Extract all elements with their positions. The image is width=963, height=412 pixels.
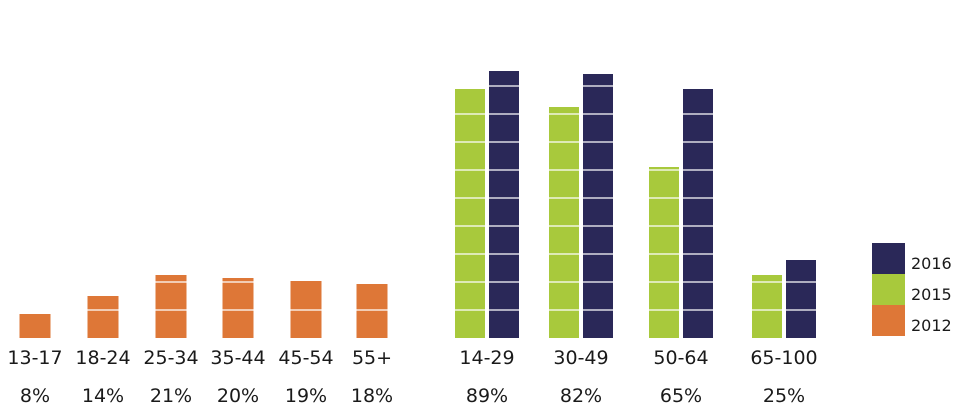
legend-label: 2016 xyxy=(911,254,952,273)
percent-label: 14% xyxy=(82,385,124,407)
legend-item-2012: 2012 xyxy=(872,305,952,336)
bar-2015-65-100 xyxy=(752,275,782,338)
category-label: 14-29 xyxy=(459,347,514,369)
bar-2012-18-24 xyxy=(87,296,119,338)
legend-label: 2012 xyxy=(911,316,952,335)
percent-label: 8% xyxy=(20,385,50,407)
bar-2012-13-17 xyxy=(19,314,51,338)
labels-layer: 13-17 8% 18-24 14% 25-34 21% 35-44 20% 45-54 19% 5… xyxy=(7,347,817,407)
percent-label: 89% xyxy=(466,385,508,407)
legend-swatch-2012 xyxy=(872,305,905,336)
percent-label: 21% xyxy=(150,385,192,407)
category-label: 25-34 xyxy=(143,347,198,369)
bar-2016-65-100 xyxy=(786,260,816,338)
legend-swatch-2016 xyxy=(872,243,905,274)
bar-2015-14-29 xyxy=(455,89,485,338)
bar-2016-50-64 xyxy=(683,89,713,338)
category-label: 55+ xyxy=(352,347,392,369)
bar-2015-50-64 xyxy=(649,167,679,338)
category-label: 45-54 xyxy=(278,347,333,369)
legend-label: 2015 xyxy=(911,285,952,304)
bar-2012-35-44 xyxy=(222,278,254,338)
percent-label: 19% xyxy=(285,385,327,407)
category-label: 13-17 xyxy=(7,347,62,369)
legend: 2016 2015 2012 xyxy=(872,243,952,336)
bar-2015-30-49 xyxy=(549,107,579,338)
legend-item-2016: 2016 xyxy=(872,243,952,274)
percent-label: 82% xyxy=(560,385,602,407)
legend-item-2015: 2015 xyxy=(872,274,952,305)
category-label: 30-49 xyxy=(553,347,608,369)
bar-2012-25-34 xyxy=(155,275,187,338)
bar-2012-45-54 xyxy=(290,281,322,338)
category-label: 65-100 xyxy=(750,347,817,369)
legend-swatch-2015 xyxy=(872,274,905,305)
bar-2016-30-49 xyxy=(583,74,613,338)
percent-label: 20% xyxy=(217,385,259,407)
bar-2012-55+ xyxy=(356,284,388,338)
category-label: 50-64 xyxy=(653,347,708,369)
category-label: 35-44 xyxy=(210,347,265,369)
bar-2016-14-29 xyxy=(489,71,519,338)
percent-label: 65% xyxy=(660,385,702,407)
bars-layer xyxy=(19,71,816,338)
percent-label: 25% xyxy=(763,385,805,407)
percent-label: 18% xyxy=(351,385,393,407)
category-label: 18-24 xyxy=(75,347,130,369)
